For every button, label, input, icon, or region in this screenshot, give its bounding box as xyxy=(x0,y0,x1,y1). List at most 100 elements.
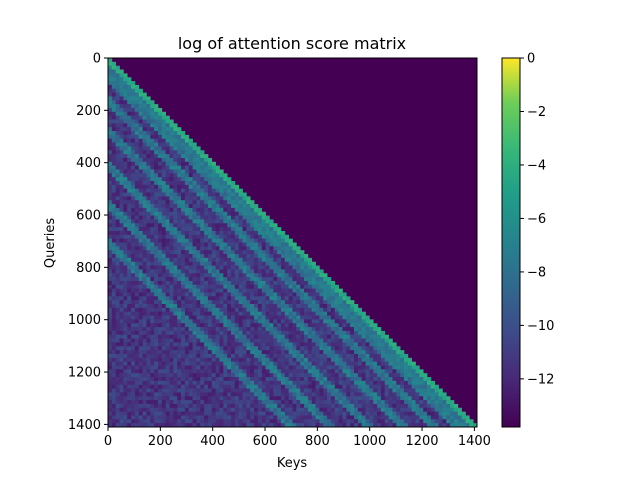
heatmap-cell xyxy=(169,138,174,143)
heatmap-cell xyxy=(131,411,136,416)
heatmap-cell xyxy=(265,277,270,282)
heatmap-cell xyxy=(131,373,136,378)
heatmap-cell xyxy=(211,165,216,170)
heatmap-cell xyxy=(411,419,416,424)
heatmap-cell xyxy=(296,254,301,259)
heatmap-cell xyxy=(146,369,151,374)
heatmap-cell xyxy=(223,188,228,193)
heatmap-cell xyxy=(246,353,251,359)
heatmap-cell xyxy=(215,204,220,209)
heatmap-cell xyxy=(319,327,324,332)
heatmap-cell xyxy=(123,373,128,378)
heatmap-cell xyxy=(134,323,140,328)
heatmap-cell xyxy=(257,265,263,270)
heatmap-cell xyxy=(288,334,293,339)
heatmap-cell xyxy=(108,288,113,293)
heatmap-cell xyxy=(246,280,251,286)
heatmap-cell xyxy=(134,242,140,247)
heatmap-cell xyxy=(196,269,201,274)
heatmap-cell xyxy=(407,377,412,382)
heatmap-cell xyxy=(165,269,170,274)
heatmap-cell xyxy=(307,392,313,397)
heatmap-cell xyxy=(154,304,159,309)
heatmap-cell xyxy=(354,311,359,316)
heatmap-cell xyxy=(196,188,201,193)
heatmap-cell xyxy=(238,246,243,251)
heatmap-cell xyxy=(257,338,263,343)
heatmap-cell xyxy=(204,323,209,328)
heatmap-cell xyxy=(338,307,343,313)
heatmap-cell xyxy=(177,377,182,382)
heatmap-cell xyxy=(142,184,147,190)
heatmap-cell xyxy=(134,207,140,213)
heatmap-cell xyxy=(223,369,228,374)
heatmap-cell xyxy=(257,242,263,247)
heatmap-cell xyxy=(307,288,313,293)
heatmap-cell xyxy=(184,280,190,286)
heatmap-cell xyxy=(119,169,124,174)
heatmap-cell xyxy=(211,246,216,251)
heatmap-cell xyxy=(223,215,228,220)
heatmap-cell xyxy=(165,273,170,278)
heatmap-cell xyxy=(280,361,286,366)
heatmap-cell xyxy=(238,261,243,266)
heatmap-cell xyxy=(265,419,270,424)
heatmap-cell xyxy=(157,346,163,351)
heatmap-cell xyxy=(288,315,293,320)
heatmap-cell xyxy=(277,288,282,293)
heatmap-cell xyxy=(234,357,240,362)
heatmap-cell xyxy=(169,357,174,362)
heatmap-cell xyxy=(169,403,174,409)
heatmap-cell xyxy=(134,204,140,209)
heatmap-cell xyxy=(188,227,193,232)
heatmap-cell xyxy=(277,296,282,301)
heatmap-cell xyxy=(346,403,351,409)
heatmap-cell xyxy=(234,307,240,313)
heatmap-cell xyxy=(438,415,443,420)
heatmap-cell xyxy=(342,419,347,424)
heatmap-cell xyxy=(165,361,170,366)
heatmap-cell xyxy=(177,296,182,301)
heatmap-cell xyxy=(211,227,216,232)
heatmap-cell xyxy=(192,357,197,362)
heatmap-cell xyxy=(207,296,213,301)
heatmap-cell xyxy=(196,157,201,163)
heatmap-cell xyxy=(288,350,293,355)
heatmap-cell xyxy=(250,311,255,316)
heatmap-cell xyxy=(246,254,251,259)
heatmap-cell xyxy=(173,188,178,193)
heatmap-cell xyxy=(254,350,259,355)
heatmap-cell xyxy=(192,254,197,259)
heatmap-cell xyxy=(177,357,182,362)
heatmap-cell xyxy=(250,250,255,255)
heatmap-cell xyxy=(196,365,201,370)
heatmap-cell xyxy=(123,161,128,166)
heatmap-cell xyxy=(200,273,205,278)
heatmap-cell xyxy=(127,423,132,428)
heatmap-cell xyxy=(304,423,309,428)
heatmap-cell xyxy=(223,384,228,389)
heatmap-cell xyxy=(254,230,259,236)
heatmap-cell xyxy=(254,373,259,378)
heatmap-cell xyxy=(227,238,232,243)
heatmap-cell xyxy=(142,138,147,143)
heatmap-cell xyxy=(223,342,228,347)
heatmap-cell xyxy=(127,350,132,355)
heatmap-cell xyxy=(138,350,143,355)
heatmap-cell xyxy=(373,338,378,343)
heatmap-cell xyxy=(284,234,289,239)
heatmap-cell xyxy=(108,165,113,170)
heatmap-cell xyxy=(161,146,166,151)
heatmap-cell xyxy=(242,230,247,236)
heatmap-cell xyxy=(154,296,159,301)
heatmap-cell xyxy=(134,188,140,193)
heatmap-cell xyxy=(304,288,309,293)
heatmap-cell xyxy=(261,219,266,224)
heatmap-cell xyxy=(157,146,163,151)
heatmap-cell xyxy=(211,327,216,332)
heatmap-cell xyxy=(192,403,197,409)
heatmap-cell xyxy=(184,146,190,151)
heatmap-cell xyxy=(292,369,297,374)
heatmap-cell xyxy=(207,181,213,186)
heatmap-cell xyxy=(115,330,120,336)
